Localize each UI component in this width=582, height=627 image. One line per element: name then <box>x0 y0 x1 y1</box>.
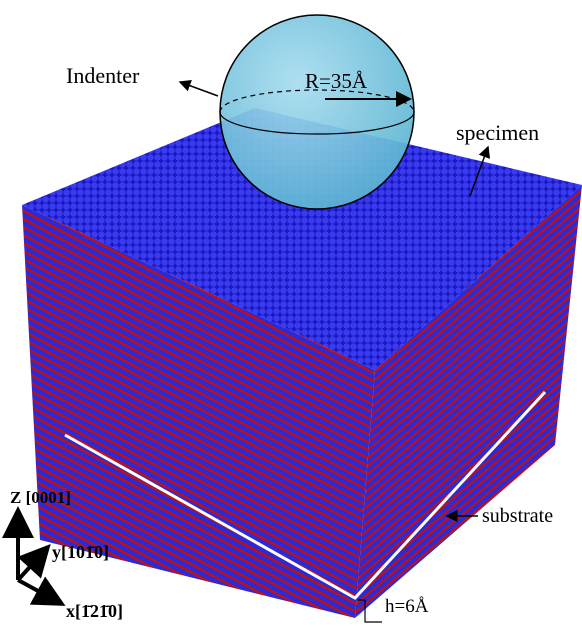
axis-letter: y <box>52 542 61 562</box>
thickness-label: h=6Å <box>385 596 429 617</box>
substrate-label: substrate <box>482 505 553 527</box>
y-axis <box>18 547 48 580</box>
z-axis-label: Z [0001] <box>10 488 71 507</box>
axis-index: [101̄0] <box>61 542 109 562</box>
specimen-label: specimen <box>456 120 539 145</box>
figure: Indenter R=35Å specimen substrate h=6Å Z… <box>0 0 582 627</box>
axis-index: [1̄21̄0] <box>75 601 123 621</box>
indenter-sphere <box>220 15 414 209</box>
indenter-label: Indenter <box>66 63 140 88</box>
y-axis-label: y[101̄0] <box>52 542 109 562</box>
axis-letter: Z <box>10 488 21 507</box>
indenter-arrow <box>180 82 218 96</box>
x-axis <box>18 580 62 604</box>
x-axis-label: x[1̄21̄0] <box>66 601 123 621</box>
axis-letter: x <box>66 601 75 621</box>
axis-index: [0001] <box>26 488 71 507</box>
radius-label: R=35Å <box>305 69 368 93</box>
